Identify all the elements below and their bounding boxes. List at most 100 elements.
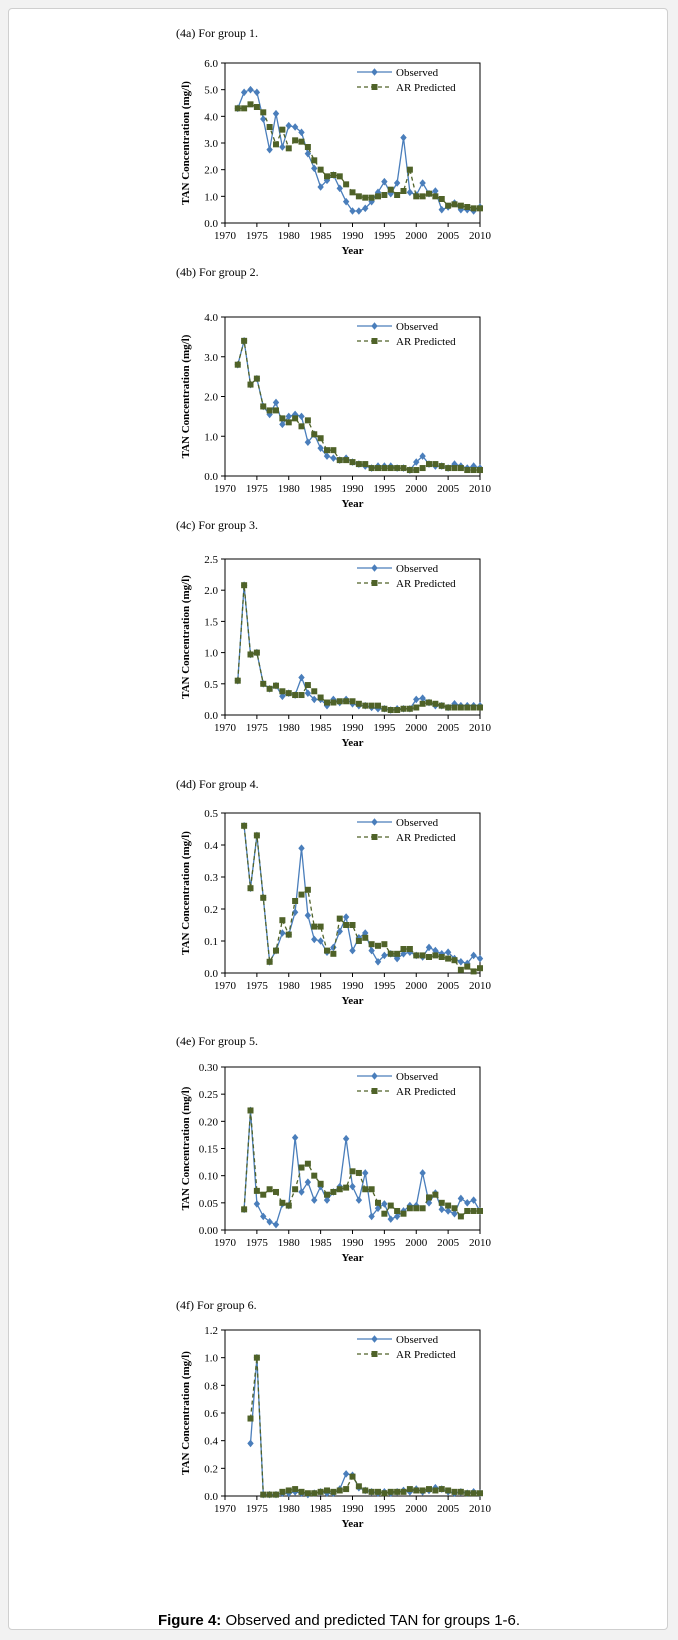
data-point <box>451 1209 458 1218</box>
data-point <box>375 942 381 949</box>
data-point <box>355 1169 362 1176</box>
x-tick-label: 2010 <box>469 1237 492 1249</box>
data-point <box>451 460 458 468</box>
legend-label: Observed <box>396 563 439 575</box>
data-point <box>324 1191 330 1198</box>
y-tick-label: 0.4 <box>204 1436 218 1448</box>
data-point <box>311 1196 318 1204</box>
data-point <box>445 955 452 962</box>
panel-label: (4d) For group 4. <box>176 777 259 791</box>
legend: Observed AR Predicted <box>357 1334 456 1361</box>
data-point <box>368 1186 375 1193</box>
x-tick-label: 2000 <box>405 230 428 242</box>
data-point <box>444 1207 452 1215</box>
data-point <box>260 403 267 410</box>
data-point <box>470 968 477 975</box>
data-point <box>247 101 254 108</box>
x-tick-label: 2010 <box>469 722 492 734</box>
data-point <box>336 915 343 922</box>
data-point <box>343 1184 350 1191</box>
x-tick-label: 1990 <box>342 1237 365 1249</box>
data-point <box>266 410 273 419</box>
x-tick-label: 1990 <box>342 722 365 734</box>
data-point <box>285 419 292 426</box>
legend-label: AR Predicted <box>396 82 456 94</box>
data-point <box>362 1169 369 1177</box>
data-point <box>406 946 413 952</box>
data-point <box>451 1488 458 1495</box>
y-tick-label: 1.0 <box>204 1353 218 1365</box>
data-point <box>317 1180 324 1187</box>
chart-4: 0.0 0.1 0.2 0.3 0.4 0.5 1970 1975 1980 1985 1990 19… <box>180 808 492 1007</box>
data-point <box>260 115 267 123</box>
x-tick-label: 1995 <box>373 483 396 495</box>
y-tick-label: 0.4 <box>204 840 218 852</box>
data-point <box>413 1487 420 1494</box>
data-point <box>342 1134 350 1143</box>
data-point <box>311 935 318 944</box>
data-point <box>413 704 420 711</box>
data-point <box>362 194 369 201</box>
data-point <box>432 946 439 955</box>
data-point <box>413 695 420 704</box>
data-point <box>260 109 267 116</box>
chart-5: 0.00 0.05 0.10 0.15 0.20 0.25 0.30 1970 1975 1980… <box>180 1062 492 1264</box>
data-point <box>298 412 305 421</box>
data-point <box>457 958 465 966</box>
data-point <box>253 1354 260 1361</box>
panel-label: (4e) For group 5. <box>176 1034 258 1048</box>
data-point <box>381 177 388 186</box>
data-point <box>253 104 260 110</box>
data-point <box>355 193 362 200</box>
series-line <box>237 585 480 711</box>
data-point <box>343 181 350 188</box>
legend-marker <box>371 68 378 76</box>
data-point <box>464 1199 471 1207</box>
y-axis-label: TAN Concentration (mg/l) <box>180 1351 192 1475</box>
data-point <box>298 423 305 430</box>
data-point <box>445 1202 452 1209</box>
data-point <box>342 913 350 921</box>
data-point <box>247 885 254 892</box>
data-point <box>425 943 433 952</box>
data-point <box>292 415 299 422</box>
x-axis-label: Year <box>342 498 364 510</box>
data-point <box>394 1488 401 1495</box>
data-point <box>317 183 324 191</box>
data-point <box>387 1488 394 1495</box>
legend-marker <box>371 818 378 826</box>
data-point <box>413 1205 420 1212</box>
legend-marker <box>371 84 378 90</box>
data-point <box>330 943 337 952</box>
data-point <box>266 1218 273 1226</box>
y-tick-label: 0.20 <box>199 1116 219 1128</box>
data-point <box>291 410 299 419</box>
data-point <box>285 145 292 152</box>
x-tick-label: 2005 <box>437 980 460 992</box>
data-point <box>279 143 286 151</box>
data-point <box>426 461 432 468</box>
data-point <box>419 694 426 702</box>
x-tick-label: 1980 <box>278 722 301 734</box>
data-point <box>285 690 292 697</box>
data-point <box>445 465 452 472</box>
data-point <box>394 465 401 472</box>
series-ar-predicted <box>234 337 483 474</box>
data-point <box>470 1490 477 1497</box>
x-tick-label: 1995 <box>373 230 396 242</box>
y-tick-label: 1.5 <box>204 616 218 628</box>
y-axis-label: TAN Concentration (mg/l) <box>180 831 192 955</box>
legend-label: AR Predicted <box>396 336 456 348</box>
legend-label: AR Predicted <box>396 1349 456 1361</box>
data-point <box>368 1212 375 1221</box>
data-point <box>298 673 305 682</box>
data-point <box>476 954 484 963</box>
series-line <box>243 825 481 973</box>
data-point <box>266 407 273 414</box>
data-point <box>406 166 413 173</box>
data-point <box>419 700 426 707</box>
data-point <box>464 963 471 970</box>
x-tick-label: 1995 <box>373 1237 396 1249</box>
x-tick-label: 2010 <box>469 980 492 992</box>
data-point <box>317 166 324 173</box>
